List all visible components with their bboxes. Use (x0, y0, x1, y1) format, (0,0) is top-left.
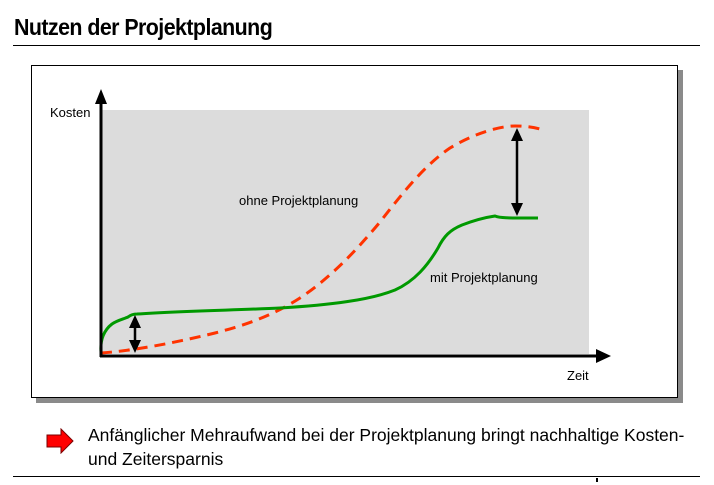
conclusion-bullet: Anfänglicher Mehraufwand bei der Projekt… (46, 423, 688, 471)
page-title: Nutzen der Projektplanung (14, 14, 273, 40)
x-axis-arrowhead-icon (596, 349, 611, 363)
title-divider (13, 45, 700, 46)
initial-overhead-double-arrow-icon (129, 315, 141, 353)
series-with-planning-label: mit Projektplanung (430, 270, 538, 285)
y-axis-arrowhead-icon (95, 89, 107, 104)
y-axis-label: Kosten (50, 105, 90, 120)
footer-mark (596, 478, 598, 482)
conclusion-text: Anfänglicher Mehraufwand bei der Projekt… (88, 425, 685, 469)
x-axis-label: Zeit (567, 368, 589, 383)
footer-divider (13, 476, 700, 477)
series-without-planning-label: ohne Projektplanung (239, 193, 358, 208)
plot-area (101, 110, 589, 354)
savings-double-arrow-icon (511, 128, 523, 216)
series-with-planning-line (99, 214, 539, 353)
series-without-planning-line (100, 124, 541, 355)
red-arrow-right-icon (46, 428, 74, 454)
